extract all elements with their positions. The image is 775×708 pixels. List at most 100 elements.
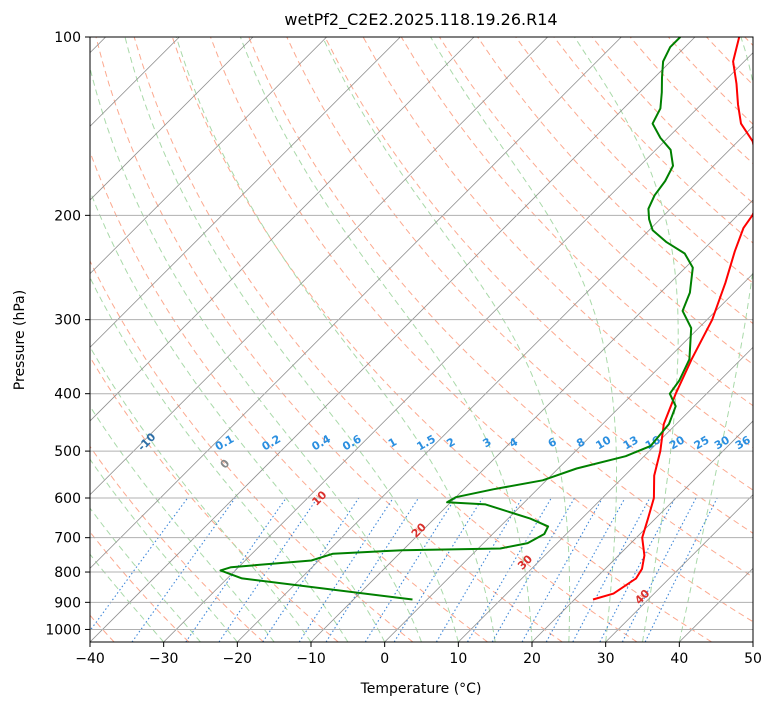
mixing-ratio-line xyxy=(572,497,651,642)
x-axis: −40 −30 −20 −10 0 10 20 30 40 50 xyxy=(75,642,762,667)
x-tick-label: 50 xyxy=(744,651,762,667)
moist-adiabat-line xyxy=(90,189,386,642)
mixing-ratio-label: 30 xyxy=(712,433,732,452)
x-tick-label: −10 xyxy=(296,651,326,667)
mixing-ratio-label: 20 xyxy=(667,433,687,452)
mixing-ratio-line xyxy=(599,497,676,642)
x-axis-label: Temperature (°C) xyxy=(360,681,482,697)
mixing-ratio-line xyxy=(644,497,718,642)
dry-adiabat-label: -30 xyxy=(0,361,1,384)
dry-adiabat-line xyxy=(744,37,753,47)
isotherm-line xyxy=(90,37,475,422)
dry-adiabat-line xyxy=(210,37,753,623)
y-tick-label: 400 xyxy=(54,387,81,403)
moist-adiabat-line xyxy=(678,37,753,642)
sounding-profiles xyxy=(219,37,753,601)
moist-adiabat-line xyxy=(90,458,238,642)
moist-adiabat-line xyxy=(175,37,496,642)
mixing-ratio-line xyxy=(621,497,697,642)
x-tick-label: −20 xyxy=(223,651,253,667)
moist-adiabat-line xyxy=(90,507,201,642)
moist-adiabat-line xyxy=(239,37,533,642)
isotherm-line xyxy=(458,346,753,642)
isotherm-line xyxy=(531,420,753,642)
dry-adiabat-label: 40 xyxy=(632,587,652,607)
mixing-ratio-line xyxy=(262,497,360,642)
mixing-ratio-label: 8 xyxy=(574,435,587,450)
y-tick-label: 800 xyxy=(54,565,81,581)
isotherm-line xyxy=(90,37,401,348)
plot-frame xyxy=(89,36,754,643)
mixing-ratio-line xyxy=(325,497,419,642)
mixing-ratio-line xyxy=(90,497,189,632)
dry-adiabats xyxy=(90,37,753,642)
dry-adiabat-line xyxy=(248,37,753,578)
isotherm-line xyxy=(384,273,753,642)
isotherm-line xyxy=(163,52,753,642)
mixing-ratio-labels: 0.1 0.2 0.4 0.6 1 1.5 2 3 4 6 8 10 13 16 20 25 30 36 xyxy=(213,432,753,453)
chart-title: wetPf2_C2E2.2025.118.19.26.R14 xyxy=(284,10,557,30)
y-axis-label: Pressure (hPa) xyxy=(12,290,28,390)
mixing-ratio-label: 0.1 xyxy=(213,432,236,453)
moist-adiabat-line xyxy=(90,345,312,642)
moist-adiabat-line xyxy=(90,553,165,642)
dry-adiabat-label: 30 xyxy=(515,552,535,572)
mixing-ratio-label: 6 xyxy=(546,435,559,450)
mixing-ratio-label: 2 xyxy=(444,435,457,450)
isotherm-line xyxy=(310,199,753,642)
mixing-ratio-line xyxy=(393,497,483,642)
x-tick-label: 10 xyxy=(449,651,467,667)
y-tick-label: 200 xyxy=(54,208,81,224)
y-tick-label: 300 xyxy=(54,313,81,329)
x-tick-label: 30 xyxy=(597,651,615,667)
moist-adiabat-line xyxy=(90,65,422,642)
mixing-ratio-label: 1.5 xyxy=(414,432,437,453)
mixing-ratio-label: 0.2 xyxy=(260,432,283,453)
dry-adiabat-line xyxy=(90,356,339,642)
mixing-ratio-label: 13 xyxy=(621,433,641,452)
moist-adiabat-line xyxy=(574,37,679,642)
dry-adiabat-line xyxy=(90,445,264,642)
dry-adiabat-line xyxy=(515,37,753,284)
isotherm-line xyxy=(90,37,548,496)
dry-adiabat-line xyxy=(95,37,563,642)
y-tick-label: 700 xyxy=(54,531,81,547)
isotherm-line xyxy=(90,37,254,201)
mixing-ratio-line xyxy=(131,497,236,642)
x-tick-label: 0 xyxy=(380,651,389,667)
y-tick-label: 900 xyxy=(54,595,81,611)
mixing-ratio-line xyxy=(435,497,523,642)
isotherm-line xyxy=(237,125,753,642)
y-tick-label: 100 xyxy=(54,30,81,46)
x-tick-label: 20 xyxy=(523,651,541,667)
moist-adiabat-line xyxy=(322,37,571,642)
mixing-ratio-label: 10 xyxy=(594,433,614,452)
dewpoint-profile-line xyxy=(219,37,694,601)
y-tick-label: 500 xyxy=(54,444,81,460)
dry-adiabat-line xyxy=(324,37,753,491)
moist-adiabat-line xyxy=(90,276,349,642)
y-axis: 100 200 300 400 500 600 700 800 900 1000 xyxy=(45,30,90,638)
dry-adiabat-line xyxy=(706,37,753,86)
mixing-ratio-line xyxy=(545,497,626,642)
isotherm-line xyxy=(679,567,753,642)
moist-adiabat-line xyxy=(90,405,275,642)
y-tick-label: 1000 xyxy=(45,622,81,638)
mixing-ratio-lines xyxy=(90,497,718,642)
mixing-ratio-label: 3 xyxy=(480,435,493,450)
mixing-ratio-line xyxy=(218,497,318,642)
isotherm-line xyxy=(605,494,753,642)
y-tick-label: 600 xyxy=(54,491,81,507)
dry-adiabat-line xyxy=(553,37,753,244)
dry-adiabat-label: -10 xyxy=(135,430,158,453)
dry-adiabat-line xyxy=(286,37,753,534)
dry-adiabat-line xyxy=(591,37,753,204)
dry-adiabat-line xyxy=(90,259,414,642)
x-tick-label: 40 xyxy=(670,651,688,667)
mixing-ratio-label: 4 xyxy=(507,435,520,450)
dry-adiabat-line xyxy=(90,531,190,642)
dry-adiabat-line xyxy=(133,37,638,642)
moist-adiabats xyxy=(90,37,753,642)
